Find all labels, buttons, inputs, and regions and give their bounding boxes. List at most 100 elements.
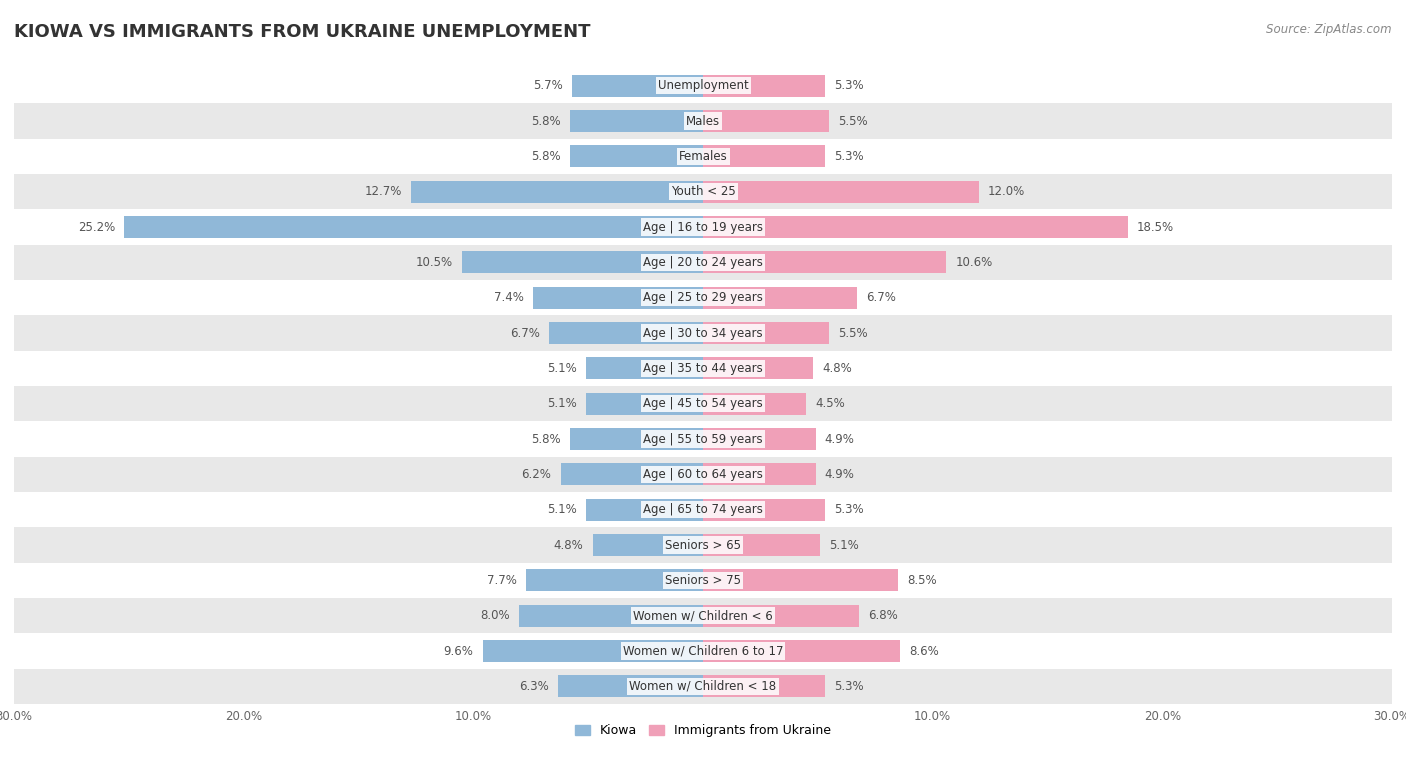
- Bar: [703, 322, 830, 344]
- Text: Seniors > 65: Seniors > 65: [665, 538, 741, 552]
- Bar: [14, 210, 1392, 245]
- Text: 10.6%: 10.6%: [956, 256, 993, 269]
- Text: Women w/ Children < 18: Women w/ Children < 18: [630, 680, 776, 693]
- Bar: [558, 675, 703, 697]
- Bar: [14, 668, 1392, 704]
- Text: Unemployment: Unemployment: [658, 79, 748, 92]
- Text: 6.2%: 6.2%: [522, 468, 551, 481]
- Bar: [586, 499, 703, 521]
- Bar: [550, 322, 703, 344]
- Bar: [703, 145, 825, 167]
- Text: Age | 55 to 59 years: Age | 55 to 59 years: [643, 432, 763, 446]
- Text: Age | 20 to 24 years: Age | 20 to 24 years: [643, 256, 763, 269]
- Text: 5.3%: 5.3%: [834, 79, 863, 92]
- Text: 4.8%: 4.8%: [823, 362, 852, 375]
- Text: Age | 16 to 19 years: Age | 16 to 19 years: [643, 220, 763, 234]
- Bar: [561, 463, 703, 485]
- Text: 5.8%: 5.8%: [531, 150, 561, 163]
- Bar: [703, 499, 825, 521]
- Bar: [14, 68, 1392, 104]
- Text: 6.7%: 6.7%: [510, 326, 540, 340]
- Text: Youth < 25: Youth < 25: [671, 185, 735, 198]
- Text: Age | 45 to 54 years: Age | 45 to 54 years: [643, 397, 763, 410]
- Bar: [519, 605, 703, 627]
- Bar: [703, 675, 825, 697]
- Text: 4.9%: 4.9%: [825, 468, 855, 481]
- Text: 5.1%: 5.1%: [547, 397, 576, 410]
- Bar: [586, 357, 703, 379]
- Text: Age | 25 to 29 years: Age | 25 to 29 years: [643, 291, 763, 304]
- Text: 5.8%: 5.8%: [531, 114, 561, 128]
- Bar: [703, 534, 820, 556]
- Bar: [14, 598, 1392, 634]
- Bar: [14, 528, 1392, 562]
- Bar: [533, 287, 703, 309]
- Bar: [593, 534, 703, 556]
- Text: 12.7%: 12.7%: [364, 185, 402, 198]
- Bar: [14, 422, 1392, 456]
- Bar: [412, 181, 703, 203]
- Bar: [124, 217, 703, 238]
- Text: Age | 35 to 44 years: Age | 35 to 44 years: [643, 362, 763, 375]
- Bar: [14, 280, 1392, 316]
- Bar: [14, 634, 1392, 668]
- Text: 9.6%: 9.6%: [443, 644, 474, 658]
- Bar: [14, 245, 1392, 280]
- Bar: [703, 357, 813, 379]
- Text: 7.4%: 7.4%: [494, 291, 524, 304]
- Text: 25.2%: 25.2%: [77, 220, 115, 234]
- Text: 5.3%: 5.3%: [834, 150, 863, 163]
- Text: 10.5%: 10.5%: [416, 256, 453, 269]
- Bar: [569, 145, 703, 167]
- Text: 5.1%: 5.1%: [830, 538, 859, 552]
- Bar: [14, 562, 1392, 598]
- Text: Source: ZipAtlas.com: Source: ZipAtlas.com: [1267, 23, 1392, 36]
- Bar: [14, 104, 1392, 139]
- Bar: [703, 287, 856, 309]
- Text: 6.3%: 6.3%: [519, 680, 550, 693]
- Bar: [703, 605, 859, 627]
- Text: 18.5%: 18.5%: [1137, 220, 1174, 234]
- Text: KIOWA VS IMMIGRANTS FROM UKRAINE UNEMPLOYMENT: KIOWA VS IMMIGRANTS FROM UKRAINE UNEMPLO…: [14, 23, 591, 41]
- Text: 5.7%: 5.7%: [533, 79, 562, 92]
- Bar: [703, 251, 946, 273]
- Bar: [569, 428, 703, 450]
- Text: 4.5%: 4.5%: [815, 397, 845, 410]
- Text: 5.3%: 5.3%: [834, 680, 863, 693]
- Bar: [703, 393, 807, 415]
- Text: Males: Males: [686, 114, 720, 128]
- Text: Seniors > 75: Seniors > 75: [665, 574, 741, 587]
- Bar: [482, 640, 703, 662]
- Bar: [14, 456, 1392, 492]
- Text: 4.9%: 4.9%: [825, 432, 855, 446]
- Text: 5.5%: 5.5%: [838, 114, 868, 128]
- Bar: [14, 386, 1392, 422]
- Text: Age | 30 to 34 years: Age | 30 to 34 years: [643, 326, 763, 340]
- Text: 4.8%: 4.8%: [554, 538, 583, 552]
- Text: Women w/ Children 6 to 17: Women w/ Children 6 to 17: [623, 644, 783, 658]
- Text: 8.5%: 8.5%: [907, 574, 936, 587]
- Bar: [572, 75, 703, 97]
- Text: 5.3%: 5.3%: [834, 503, 863, 516]
- Bar: [14, 174, 1392, 210]
- Bar: [703, 75, 825, 97]
- Bar: [703, 181, 979, 203]
- Text: 5.1%: 5.1%: [547, 362, 576, 375]
- Bar: [703, 428, 815, 450]
- Text: 6.8%: 6.8%: [869, 609, 898, 622]
- Text: 6.7%: 6.7%: [866, 291, 896, 304]
- Bar: [526, 569, 703, 591]
- Bar: [703, 640, 900, 662]
- Text: Women w/ Children < 6: Women w/ Children < 6: [633, 609, 773, 622]
- Text: 5.8%: 5.8%: [531, 432, 561, 446]
- Bar: [703, 569, 898, 591]
- Legend: Kiowa, Immigrants from Ukraine: Kiowa, Immigrants from Ukraine: [569, 719, 837, 743]
- Text: Age | 65 to 74 years: Age | 65 to 74 years: [643, 503, 763, 516]
- Text: 5.5%: 5.5%: [838, 326, 868, 340]
- Bar: [14, 139, 1392, 174]
- Text: 5.1%: 5.1%: [547, 503, 576, 516]
- Bar: [14, 492, 1392, 528]
- Bar: [703, 217, 1128, 238]
- Bar: [14, 316, 1392, 350]
- Bar: [586, 393, 703, 415]
